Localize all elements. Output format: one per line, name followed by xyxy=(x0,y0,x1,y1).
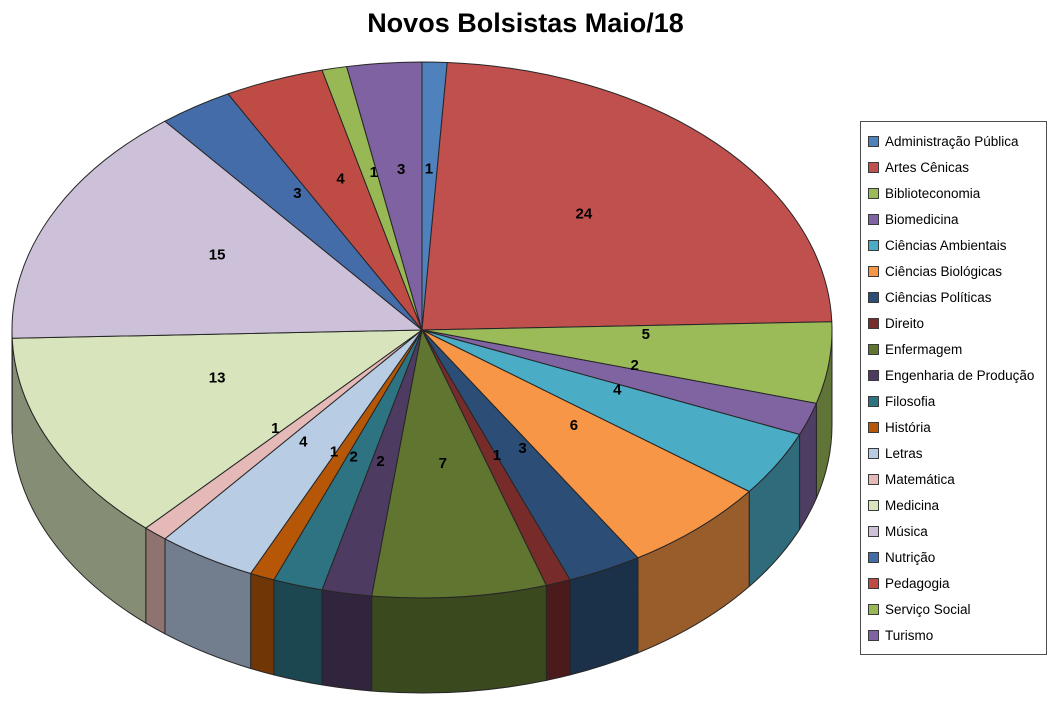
chart-legend: Administração Pública Artes Cênicas Biblio… xyxy=(860,121,1047,655)
legend-label: Ciências Biológicas xyxy=(885,263,1003,279)
legend-label: Biomedicina xyxy=(885,211,959,227)
pie-slice-rim xyxy=(250,572,275,676)
slice-value-label: 1 xyxy=(425,161,433,178)
legend-item: Pedagogia xyxy=(868,570,1042,596)
legend-item: Serviço Social xyxy=(868,596,1042,622)
legend-swatch xyxy=(868,447,879,459)
pie-slice xyxy=(346,61,423,331)
pie-slice-rim xyxy=(371,584,547,694)
slice-value-label: 2 xyxy=(376,453,384,470)
legend-label: Matemática xyxy=(885,471,955,487)
legend-swatch xyxy=(868,265,879,277)
slice-value-label: 3 xyxy=(518,440,526,457)
pie-slice-rim xyxy=(545,579,571,681)
slice-value-label: 6 xyxy=(570,417,578,434)
slice-value-label: 4 xyxy=(613,382,622,399)
slice-value-label: 4 xyxy=(299,433,308,450)
legend-item: História xyxy=(868,414,1042,440)
legend-label: Nutrição xyxy=(885,549,936,565)
legend-label: Administração Pública xyxy=(885,133,1019,149)
legend-label: Ciências Ambientais xyxy=(885,237,1007,253)
legend-item: Ciências Biológicas xyxy=(868,258,1042,284)
legend-label: História xyxy=(885,419,931,435)
legend-swatch xyxy=(868,473,879,485)
legend-item: Nutrição xyxy=(868,544,1042,570)
slice-value-label: 1 xyxy=(330,444,338,461)
pie-slice xyxy=(421,329,750,559)
slice-value-label: 15 xyxy=(209,246,226,263)
legend-swatch xyxy=(868,551,879,563)
slice-value-label: 3 xyxy=(293,185,301,202)
pie-slice xyxy=(421,62,833,331)
legend-item: Engenharia de Produção xyxy=(868,362,1042,388)
slice-value-label: 13 xyxy=(209,370,226,387)
legend-swatch xyxy=(868,135,879,147)
slice-value-label: 1 xyxy=(370,164,378,181)
legend-swatch xyxy=(868,395,879,407)
pie-slice-rim xyxy=(273,579,323,686)
legend-swatch xyxy=(868,499,879,511)
legend-label: Artes Cênicas xyxy=(885,159,970,175)
chart-title: Novos Bolsistas Maio/18 xyxy=(367,8,684,38)
legend-item: Enfermagem xyxy=(868,336,1042,362)
legend-label: Engenharia de Produção xyxy=(885,367,1035,383)
legend-item: Ciências Ambientais xyxy=(868,232,1042,258)
legend-item: Biblioteconomia xyxy=(868,180,1042,206)
legend-item: Ciências Políticas xyxy=(868,284,1042,310)
legend-item: Medicina xyxy=(868,492,1042,518)
legend-label: Pedagogia xyxy=(885,575,950,591)
legend-label: Medicina xyxy=(885,497,940,513)
slice-value-label: 1 xyxy=(493,447,501,464)
legend-item: Matemática xyxy=(868,466,1042,492)
pie-slice xyxy=(371,329,547,599)
legend-item: Turismo xyxy=(868,622,1042,648)
legend-label: Serviço Social xyxy=(885,601,971,617)
legend-item: Biomedicina xyxy=(868,206,1042,232)
legend-item: Direito xyxy=(868,310,1042,336)
legend-swatch xyxy=(868,213,879,225)
legend-swatch xyxy=(868,603,879,615)
pie-slice xyxy=(11,120,423,339)
legend-item: Artes Cênicas xyxy=(868,154,1042,180)
legend-swatch xyxy=(868,577,879,589)
legend-swatch xyxy=(868,343,879,355)
legend-swatch xyxy=(868,187,879,199)
legend-swatch xyxy=(868,525,879,537)
legend-item: Letras xyxy=(868,440,1042,466)
slice-value-label: 7 xyxy=(439,455,447,472)
legend-swatch xyxy=(868,629,879,641)
slice-value-label: 4 xyxy=(336,171,345,188)
legend-label: Direito xyxy=(885,315,925,331)
legend-label: Enfermagem xyxy=(885,341,963,357)
pie-slice-rim xyxy=(145,527,166,635)
legend-swatch xyxy=(868,317,879,329)
legend-swatch xyxy=(868,369,879,381)
slice-value-label: 1 xyxy=(271,420,279,437)
legend-swatch xyxy=(868,291,879,303)
legend-item: Música xyxy=(868,518,1042,544)
pie-slice-rim xyxy=(321,589,373,692)
slice-value-label: 2 xyxy=(349,448,357,465)
legend-swatch xyxy=(868,239,879,251)
legend-label: Música xyxy=(885,523,928,539)
legend-swatch xyxy=(868,161,879,173)
slice-value-label: 24 xyxy=(576,205,593,222)
legend-label: Biblioteconomia xyxy=(885,185,981,201)
legend-item: Filosofia xyxy=(868,388,1042,414)
slice-value-label: 2 xyxy=(631,357,639,374)
legend-item: Administração Pública xyxy=(868,128,1042,154)
slice-value-label: 3 xyxy=(397,161,405,178)
legend-label: Filosofia xyxy=(885,393,936,409)
legend-label: Turismo xyxy=(885,627,934,643)
pie-slice xyxy=(11,329,423,529)
legend-label: Letras xyxy=(885,445,923,461)
legend-swatch xyxy=(868,421,879,433)
slice-value-label: 5 xyxy=(642,326,650,343)
legend-label: Ciências Políticas xyxy=(885,289,992,305)
